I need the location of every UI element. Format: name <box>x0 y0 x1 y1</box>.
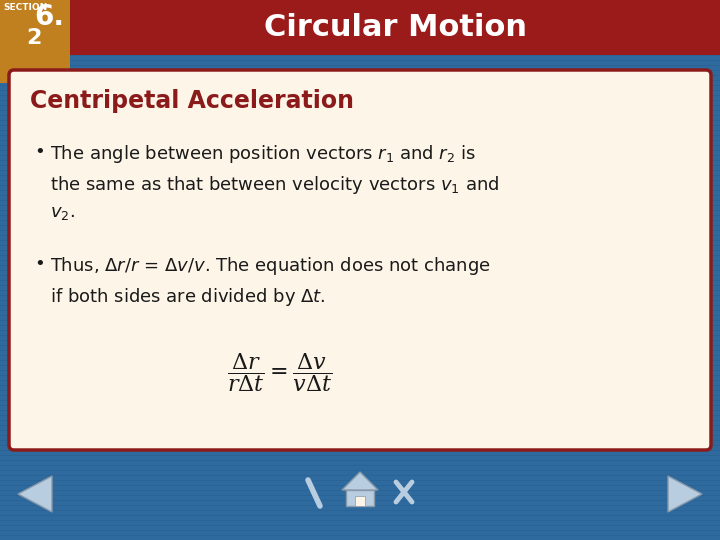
Text: 6.: 6. <box>34 3 64 31</box>
Text: Centripetal Acceleration: Centripetal Acceleration <box>30 89 354 113</box>
Text: •: • <box>34 143 45 161</box>
Text: Thus, $\mathit{\Delta}r/r$ = $\mathit{\Delta}v/v$. The equation does not change
: Thus, $\mathit{\Delta}r/r$ = $\mathit{\D… <box>50 255 491 308</box>
Polygon shape <box>342 472 378 490</box>
Text: The angle between position vectors $r_1$ and $r_2$ is
the same as that between v: The angle between position vectors $r_1$… <box>50 143 499 222</box>
FancyBboxPatch shape <box>0 0 70 83</box>
FancyBboxPatch shape <box>0 0 720 55</box>
Text: SECTION: SECTION <box>3 3 48 12</box>
Text: 2: 2 <box>26 28 41 48</box>
Polygon shape <box>18 476 52 512</box>
Polygon shape <box>355 496 365 506</box>
Polygon shape <box>668 476 702 512</box>
Text: $\dfrac{\Delta r}{r\Delta t} = \dfrac{\Delta v}{v\Delta t}$: $\dfrac{\Delta r}{r\Delta t} = \dfrac{\D… <box>228 352 333 395</box>
Polygon shape <box>346 490 374 506</box>
Text: •: • <box>34 255 45 273</box>
FancyBboxPatch shape <box>9 70 711 450</box>
Text: Circular Motion: Circular Motion <box>264 13 526 42</box>
